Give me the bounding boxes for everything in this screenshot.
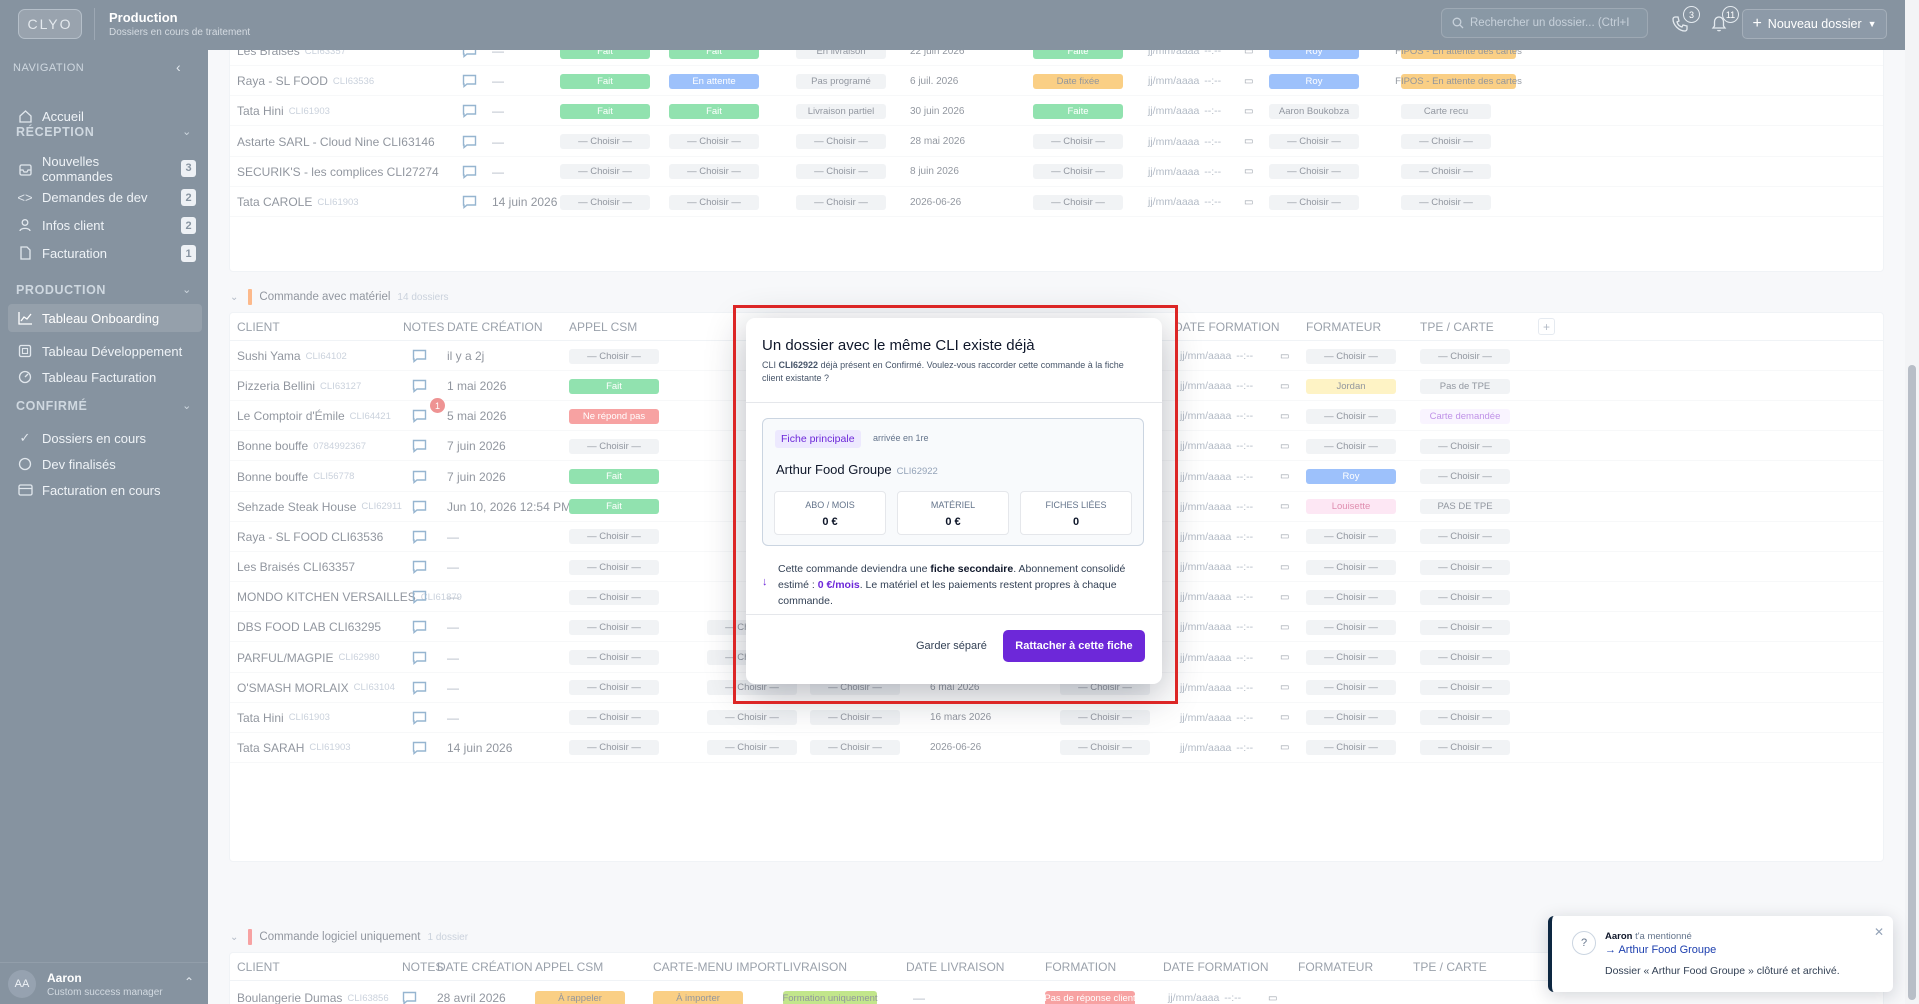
attach-fiche-button[interactable]: Rattacher à cette fiche: [1003, 630, 1145, 662]
info-text: Cette commande deviendra une: [778, 563, 928, 575]
stat-materiel: MATÉRIEL 0 €: [897, 491, 1009, 535]
desc-text: déjà présent en Confirmé. Voulez-vous ra…: [762, 360, 1124, 383]
stat-value: 0 €: [945, 516, 961, 528]
keep-separate-button[interactable]: Garder séparé: [916, 640, 987, 652]
arrival-note: arrivée en 1re: [873, 433, 929, 443]
desc-cli: CLI62922: [778, 360, 819, 370]
stat-label: ABO / MOIS: [805, 500, 855, 510]
stat-value: 0 €: [822, 516, 838, 528]
main-fiche-card[interactable]: Fiche principale arrivée en 1re Arthur F…: [762, 418, 1144, 546]
scrollbar-thumb[interactable]: [1908, 365, 1916, 1000]
client-name: Arthur Food Groupe: [776, 462, 892, 477]
fiche-client-name: Arthur Food Groupe CLI62922: [776, 462, 938, 477]
stat-label: MATÉRIEL: [930, 500, 976, 510]
toast-action: t'a mentionné: [1635, 931, 1692, 942]
stat-fiches-liees: FICHES LIÉES 0: [1020, 491, 1132, 535]
info-text: . Abonnement consolidé estimé :: [778, 563, 1126, 591]
consolidation-info: Cette commande deviendra une fiche secon…: [778, 561, 1150, 609]
toast-link[interactable]: → Arthur Food Groupe: [1605, 944, 1717, 956]
help-icon: ?: [1572, 931, 1596, 955]
toast-author: Aaron: [1605, 931, 1633, 942]
info-text: . Le matériel et les paiements restent p…: [778, 579, 1117, 607]
stat-label: FICHES LIÉES: [1045, 500, 1107, 510]
toast-header: Aaron t'a mentionné: [1605, 931, 1692, 942]
divider: [746, 402, 1162, 403]
arrow-down-icon: ↓: [762, 576, 768, 588]
fiche-principale-badge: Fiche principale: [775, 430, 861, 448]
info-amount: 0 €/mois: [817, 579, 860, 591]
stat-abo: ABO / MOIS 0 €: [774, 491, 886, 535]
desc-prefix: CLI: [762, 360, 777, 370]
toast-message: Dossier « Arthur Food Groupe » clôturé e…: [1605, 965, 1840, 977]
dialog-description: CLI CLI62922 déjà présent en Confirmé. V…: [762, 359, 1142, 385]
info-bold: fiche secondaire: [930, 563, 1014, 575]
dialog-title: Un dossier avec le même CLI existe déjà: [762, 337, 1035, 354]
client-cli: CLI62922: [896, 466, 938, 477]
divider: [746, 614, 1162, 615]
stat-value: 0: [1072, 516, 1080, 528]
duplicate-cli-dialog: Un dossier avec le même CLI existe déjà …: [746, 318, 1162, 684]
close-icon[interactable]: ✕: [1874, 925, 1885, 939]
annotation-highlight: [733, 305, 1178, 704]
mention-toast[interactable]: ? Aaron t'a mentionné → Arthur Food Grou…: [1548, 916, 1893, 992]
